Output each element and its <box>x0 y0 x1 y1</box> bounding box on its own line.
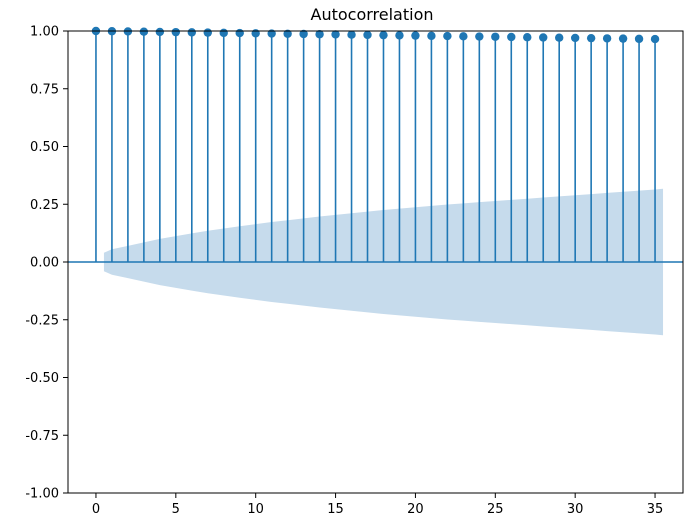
y-tick-label: 1.00 <box>30 25 59 40</box>
acf-marker <box>331 30 340 39</box>
acf-marker <box>187 28 196 37</box>
acf-marker <box>586 33 596 43</box>
acf-marker <box>283 29 292 38</box>
x-tick-label: 25 <box>487 502 504 517</box>
acf-marker <box>650 34 660 44</box>
acf-marker <box>459 32 468 41</box>
acf-marker <box>507 32 516 42</box>
x-tick-label: 15 <box>327 502 344 517</box>
acf-marker <box>443 31 452 41</box>
acf-marker <box>618 34 628 43</box>
acf-marker <box>570 33 580 43</box>
acf-marker <box>251 29 260 38</box>
acf-marker <box>523 33 532 42</box>
acf-marker <box>299 29 308 39</box>
acf-marker <box>491 32 500 41</box>
y-tick-label: -0.25 <box>25 313 59 328</box>
stem-layer <box>68 26 683 263</box>
acf-marker <box>347 30 356 39</box>
y-tick-label: 0.25 <box>30 198 59 213</box>
x-tick-label: 0 <box>92 502 100 517</box>
y-tick-label: 0.00 <box>30 256 59 271</box>
acf-marker <box>395 31 404 40</box>
acf-marker <box>539 33 548 42</box>
acf-marker <box>171 27 181 37</box>
acf-marker <box>203 28 212 37</box>
x-tick-label: 10 <box>247 502 264 517</box>
x-tick-label: 35 <box>647 502 664 517</box>
acf-marker <box>315 30 324 39</box>
acf-marker <box>555 33 564 42</box>
y-tick-label: 0.75 <box>30 82 59 97</box>
acf-marker <box>363 30 372 40</box>
acf-marker <box>427 31 436 41</box>
y-tick-label: -0.50 <box>25 371 59 386</box>
acf-marker <box>219 28 228 38</box>
x-tick-label: 30 <box>567 502 584 517</box>
acf-marker <box>139 27 149 36</box>
acf-marker <box>634 34 644 44</box>
x-tick-label: 20 <box>407 502 424 517</box>
acf-marker <box>379 30 388 40</box>
axes-layer: 0 5 10 15 20 25 30 35 1.00 0.75 0.50 0.25 0.00 -0.25 -… <box>25 25 684 517</box>
acf-marker <box>475 32 484 41</box>
acf-marker <box>411 31 420 40</box>
chart-title: Autocorrelation <box>311 5 434 24</box>
acf-marker <box>235 28 244 38</box>
y-tick-label: 0.50 <box>30 140 59 155</box>
x-tick-label: 5 <box>172 502 180 517</box>
y-tick-label: -1.00 <box>25 487 59 502</box>
acf-marker <box>602 34 612 43</box>
acf-marker <box>155 27 165 37</box>
y-tick-label: -0.75 <box>25 429 59 444</box>
